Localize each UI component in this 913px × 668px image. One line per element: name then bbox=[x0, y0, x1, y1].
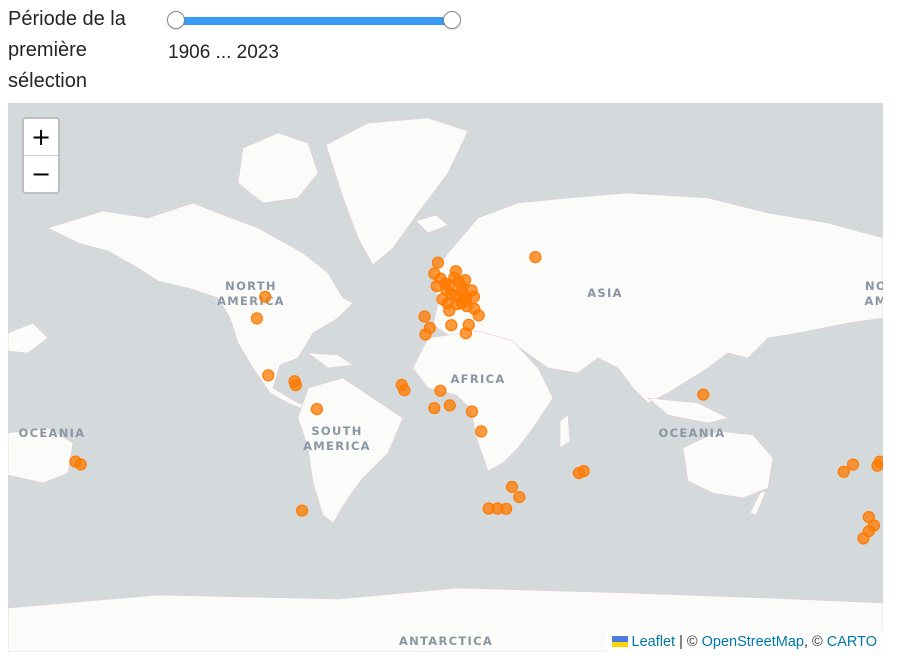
map-label-oceania-east: OCEANIA bbox=[659, 426, 726, 440]
map-marker[interactable] bbox=[467, 290, 480, 303]
map-attribution: Leaflet | © OpenStreetMap, © CARTO bbox=[605, 631, 883, 652]
map-label-antarctica: ANTARCTICA bbox=[399, 634, 493, 648]
map-marker[interactable] bbox=[398, 384, 411, 397]
map-marker[interactable] bbox=[443, 399, 456, 412]
year-range-slider[interactable] bbox=[166, 8, 462, 34]
map-marker[interactable] bbox=[443, 304, 456, 317]
period-filter-label: Période de la première sélection bbox=[8, 4, 158, 97]
slider-end-handle[interactable] bbox=[443, 11, 461, 29]
leaflet-link[interactable]: Leaflet bbox=[631, 634, 676, 650]
landmass-south-america bbox=[297, 377, 404, 524]
landmass-iceland bbox=[415, 214, 449, 234]
map-marker[interactable] bbox=[310, 403, 323, 416]
landmass-arctic-islands bbox=[237, 132, 319, 204]
map-marker[interactable] bbox=[445, 319, 458, 332]
map-marker[interactable] bbox=[465, 405, 478, 418]
map-marker[interactable] bbox=[262, 369, 275, 382]
landmass-maritime-asia bbox=[647, 397, 729, 424]
map-marker[interactable] bbox=[577, 465, 590, 478]
map-marker[interactable] bbox=[250, 312, 263, 325]
map-marker[interactable] bbox=[449, 265, 462, 278]
zoom-in-button[interactable]: + bbox=[24, 119, 58, 155]
map-marker[interactable] bbox=[259, 290, 272, 303]
map-marker[interactable] bbox=[697, 388, 710, 401]
openstreetmap-link[interactable]: OpenStreetMap bbox=[701, 634, 804, 650]
period-filter-label-line-1: Période de la bbox=[8, 8, 126, 30]
map-marker[interactable] bbox=[459, 274, 472, 287]
map-label-north-america-right-line-1: NO bbox=[865, 279, 883, 293]
map-base-layer: NORTHAMERICAASIAAFRICASOUTHAMERICAOCEANI… bbox=[8, 117, 883, 652]
map-marker[interactable] bbox=[846, 458, 860, 471]
zoom-out-button[interactable]: − bbox=[24, 155, 58, 192]
map-marker[interactable] bbox=[513, 491, 526, 504]
map-label-north-america-line-1: NORTH bbox=[225, 279, 277, 293]
map-label-oceania-west: OCEANIA bbox=[19, 426, 86, 440]
map-label-south-america-line-2: AMERICA bbox=[303, 439, 371, 453]
map-marker[interactable] bbox=[69, 455, 82, 468]
attribution-separator-1: | © bbox=[675, 634, 702, 650]
map-marker[interactable] bbox=[475, 425, 488, 438]
map-marker[interactable] bbox=[505, 480, 519, 493]
map-marker[interactable] bbox=[418, 310, 431, 323]
map-marker[interactable] bbox=[871, 459, 883, 472]
map-marker[interactable] bbox=[472, 309, 485, 322]
map-marker[interactable] bbox=[296, 504, 309, 517]
map-label-south-america-line-1: SOUTH bbox=[311, 424, 362, 438]
period-filter-label-line-2: première bbox=[8, 39, 87, 61]
landmass-madagascar bbox=[559, 414, 571, 449]
landmass-australia bbox=[682, 430, 774, 499]
landmass-west-edge bbox=[8, 322, 49, 354]
map-label-north-america-right-line-2: AM bbox=[865, 294, 883, 308]
map-marker[interactable] bbox=[491, 502, 504, 515]
map-marker[interactable] bbox=[459, 327, 472, 340]
map-marker[interactable] bbox=[857, 532, 870, 545]
map-marker[interactable] bbox=[529, 251, 542, 264]
map-marker[interactable] bbox=[428, 402, 441, 415]
landmass-greenland bbox=[325, 117, 469, 266]
map-label-africa: AFRICA bbox=[450, 372, 505, 386]
landmass-caribbean bbox=[307, 352, 354, 369]
map-marker[interactable] bbox=[431, 256, 444, 269]
map-marker[interactable] bbox=[423, 321, 436, 334]
landmass-new-zealand bbox=[749, 490, 767, 516]
landmass-australia-west-copy bbox=[8, 427, 74, 484]
map-label-asia: ASIA bbox=[587, 286, 623, 300]
slider-start-handle[interactable] bbox=[167, 11, 185, 29]
map-marker[interactable] bbox=[837, 465, 850, 478]
year-range-readout: 1906 ... 2023 bbox=[168, 42, 279, 63]
attribution-separator-2: , © bbox=[803, 634, 827, 650]
landmass-north-america bbox=[47, 202, 354, 419]
zoom-control: + − bbox=[22, 117, 60, 194]
ukraine-flag-icon bbox=[611, 636, 628, 647]
map-label-north-america-line-2: AMERICA bbox=[217, 294, 285, 308]
period-filter-label-line-3: sélection bbox=[8, 70, 87, 92]
slider-selected-range bbox=[176, 17, 452, 25]
carto-link[interactable]: CARTO bbox=[826, 634, 877, 650]
world-map[interactable]: NORTH AMERICA ASIA AFRICA SOUTH AMERICA OCEANI… bbox=[8, 103, 883, 652]
map-marker[interactable] bbox=[288, 375, 301, 388]
map-marker[interactable] bbox=[434, 384, 447, 397]
